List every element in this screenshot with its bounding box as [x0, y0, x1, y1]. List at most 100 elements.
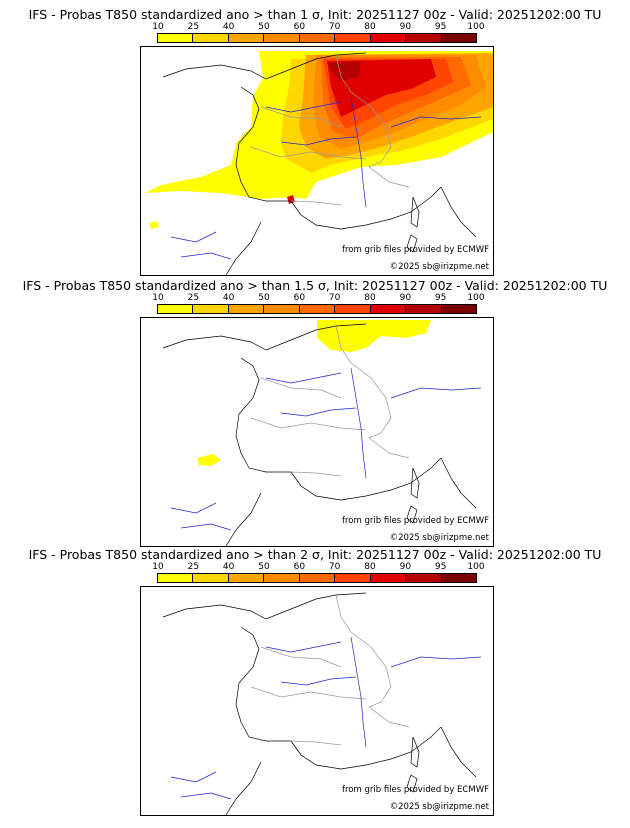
legend-tick-label: 10	[152, 562, 164, 572]
panel-title: IFS - Probas T850 standardized ano > tha…	[28, 7, 602, 22]
legend-tick-label: 95	[434, 22, 447, 32]
legend-swatch	[193, 305, 229, 313]
legend-tick-label: 80	[364, 293, 376, 303]
legend-swatch	[441, 34, 476, 42]
country-borders	[250, 54, 410, 206]
legend-swatch	[335, 305, 371, 313]
legend-tick-label: 90	[399, 293, 412, 303]
legend-tick-label: 25	[187, 562, 200, 572]
legend-tick-label: 10	[152, 293, 164, 303]
legend-tick-label: 10	[152, 22, 164, 32]
probability-map: from grib files provided by ECMWF ©2025 …	[140, 586, 494, 816]
copyright-notice: ©2025 sb@irizpme.net	[389, 262, 489, 272]
color-legend: 10 25 40 50 60 70 80 90 95 100	[152, 293, 485, 315]
copyright-notice: ©2025 sb@irizpme.net	[389, 533, 489, 543]
legend-tick-label: 50	[258, 293, 270, 303]
country-borders	[250, 325, 410, 477]
probability-shading	[145, 51, 493, 229]
legend-swatch	[264, 34, 300, 42]
color-legend: 10 25 40 50 60 70 80 90 95 100	[152, 22, 485, 44]
legend-tick-label: 100	[467, 562, 485, 572]
legend-tick-label: 25	[187, 22, 200, 32]
legend-color-bar	[157, 573, 477, 583]
legend-swatch	[158, 34, 194, 42]
legend-tick-label: 70	[328, 562, 341, 572]
coastline	[162, 592, 477, 815]
panel-2: IFS - Probas T850 standardized ano > tha…	[0, 279, 630, 551]
prob-patch-pyrenees	[287, 195, 295, 204]
coastline	[162, 52, 477, 275]
legend-tick-label: 100	[467, 293, 485, 303]
source-credit: from grib files provided by ECMWF	[342, 785, 489, 795]
legend-tick-label: 95	[434, 293, 447, 303]
probability-shading	[197, 320, 431, 466]
legend-tick-label: 80	[364, 22, 376, 32]
legend-tick-label: 95	[434, 562, 447, 572]
legend-swatch	[370, 305, 407, 313]
prob-zone-10	[317, 320, 431, 352]
legend-tick-label: 70	[328, 293, 341, 303]
copyright-notice: ©2025 sb@irizpme.net	[389, 802, 489, 812]
map-lines	[162, 52, 482, 275]
legend-tick-label: 80	[364, 562, 376, 572]
legend-swatch	[335, 34, 371, 42]
source-credit: from grib files provided by ECMWF	[342, 245, 489, 255]
legend-tick-labels: 10 25 40 50 60 70 80 90 95 100	[152, 22, 484, 32]
probability-map: from grib files provided by ECMWF ©2025 …	[140, 46, 494, 276]
prob-zone-90	[327, 61, 361, 81]
rivers	[170, 96, 482, 260]
legend-swatch	[228, 305, 265, 313]
rivers	[170, 636, 482, 800]
coastline	[162, 323, 477, 546]
map-svg	[162, 592, 482, 815]
legend-swatch	[406, 305, 442, 313]
legend-tick-labels: 10 25 40 50 60 70 80 90 95 100	[152, 562, 484, 572]
legend-tick-label: 50	[258, 22, 270, 32]
legend-swatch	[264, 305, 300, 313]
legend-swatch	[264, 574, 300, 582]
legend-color-bar	[157, 304, 477, 314]
legend-color-bar	[157, 33, 477, 43]
probability-map: from grib files provided by ECMWF ©2025 …	[140, 317, 494, 547]
legend-swatch	[335, 574, 371, 582]
legend-tick-label: 60	[293, 562, 306, 572]
legend-swatch	[441, 305, 476, 313]
legend-tick-label: 40	[222, 293, 235, 303]
map-svg	[162, 320, 482, 546]
color-legend: 10 25 40 50 60 70 80 90 95 100	[152, 562, 485, 584]
panel-title: IFS - Probas T850 standardized ano > tha…	[22, 278, 608, 293]
prob-patch-biscay	[197, 454, 221, 466]
legend-swatch	[158, 574, 194, 582]
panel-title: IFS - Probas T850 standardized ano > tha…	[28, 547, 602, 562]
legend-tick-label: 25	[187, 293, 200, 303]
prob-patch-atlantic	[149, 221, 159, 229]
legend-tick-label: 90	[399, 562, 412, 572]
legend-swatch	[228, 34, 265, 42]
country-borders	[250, 594, 410, 746]
legend-swatch	[406, 34, 442, 42]
legend-swatch	[441, 574, 476, 582]
legend-tick-label: 60	[293, 293, 306, 303]
legend-tick-label: 50	[258, 562, 270, 572]
legend-swatch	[193, 34, 229, 42]
legend-tick-label: 60	[293, 22, 306, 32]
legend-tick-label: 40	[222, 562, 235, 572]
legend-swatch	[193, 574, 229, 582]
legend-swatch	[299, 574, 336, 582]
legend-swatch	[370, 34, 407, 42]
legend-tick-label: 70	[328, 22, 341, 32]
panel-3: IFS - Probas T850 standardized ano > tha…	[0, 548, 630, 820]
map-lines	[162, 592, 482, 815]
legend-tick-label: 40	[222, 22, 235, 32]
legend-swatch	[299, 305, 336, 313]
legend-tick-labels: 10 25 40 50 60 70 80 90 95 100	[152, 293, 484, 303]
legend-tick-label: 90	[399, 22, 412, 32]
legend-swatch	[228, 574, 265, 582]
rivers	[170, 367, 482, 531]
legend-swatch	[158, 305, 194, 313]
panel-1: IFS - Probas T850 standardized ano > tha…	[0, 8, 630, 280]
map-svg	[145, 51, 493, 275]
legend-tick-label: 100	[467, 22, 485, 32]
legend-swatch	[406, 574, 442, 582]
legend-swatch	[370, 574, 407, 582]
